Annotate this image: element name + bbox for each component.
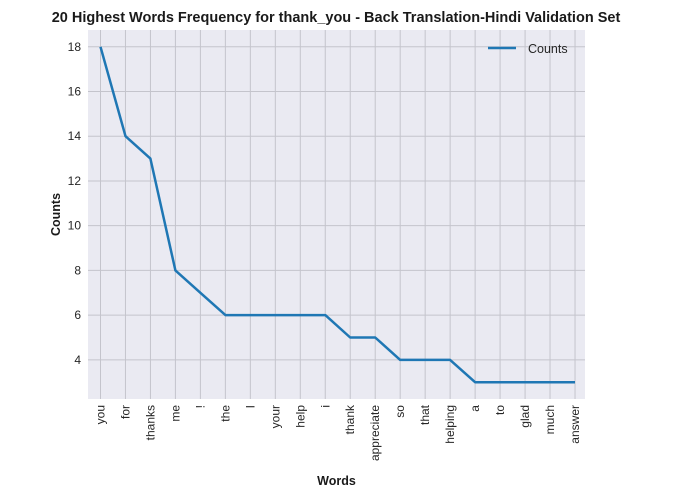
x-tick-label: help — [293, 405, 307, 428]
x-tick-label: your — [268, 405, 282, 428]
y-axis-ticks: 4 6 8 10 12 14 16 18 — [68, 40, 82, 367]
x-tick-label: a — [468, 405, 482, 412]
y-tick-label: 12 — [68, 174, 82, 188]
x-tick-label: so — [393, 405, 407, 418]
x-tick-label: much — [543, 405, 557, 434]
y-tick-label: 10 — [68, 219, 82, 233]
y-tick-label: 8 — [74, 263, 81, 277]
x-tick-label: thank — [343, 404, 357, 434]
x-tick-label: for — [118, 405, 132, 419]
x-tick-label: the — [218, 405, 232, 422]
x-tick-label: to — [493, 405, 507, 415]
x-tick-label: answer — [568, 405, 582, 444]
chart-title: 20 Highest Words Frequency for thank_you… — [52, 10, 621, 26]
y-tick-label: 16 — [68, 85, 82, 99]
x-tick-label: thanks — [143, 405, 157, 440]
y-tick-label: 18 — [68, 40, 82, 54]
y-tick-label: 6 — [74, 308, 81, 322]
series-line-counts — [99, 46, 575, 384]
x-tick-label: you — [93, 405, 107, 424]
y-tick-label: 14 — [68, 129, 82, 143]
series-layer — [99, 46, 576, 384]
x-axis-label: Words — [317, 474, 356, 488]
x-tick-label: I — [243, 405, 257, 408]
x-tick-label: glad — [518, 405, 532, 428]
x-tick-label: ! — [193, 405, 207, 408]
x-tick-label: i — [318, 405, 332, 408]
x-tick-label: appreciate — [368, 405, 382, 461]
y-axis-label: Counts — [49, 193, 63, 236]
legend-label-counts: Counts — [528, 42, 568, 56]
x-tick-label: that — [418, 404, 432, 425]
x-tick-label: helping — [443, 405, 457, 444]
y-tick-label: 4 — [74, 353, 81, 367]
x-tick-label: me — [168, 405, 182, 422]
legend: Counts — [488, 42, 568, 56]
